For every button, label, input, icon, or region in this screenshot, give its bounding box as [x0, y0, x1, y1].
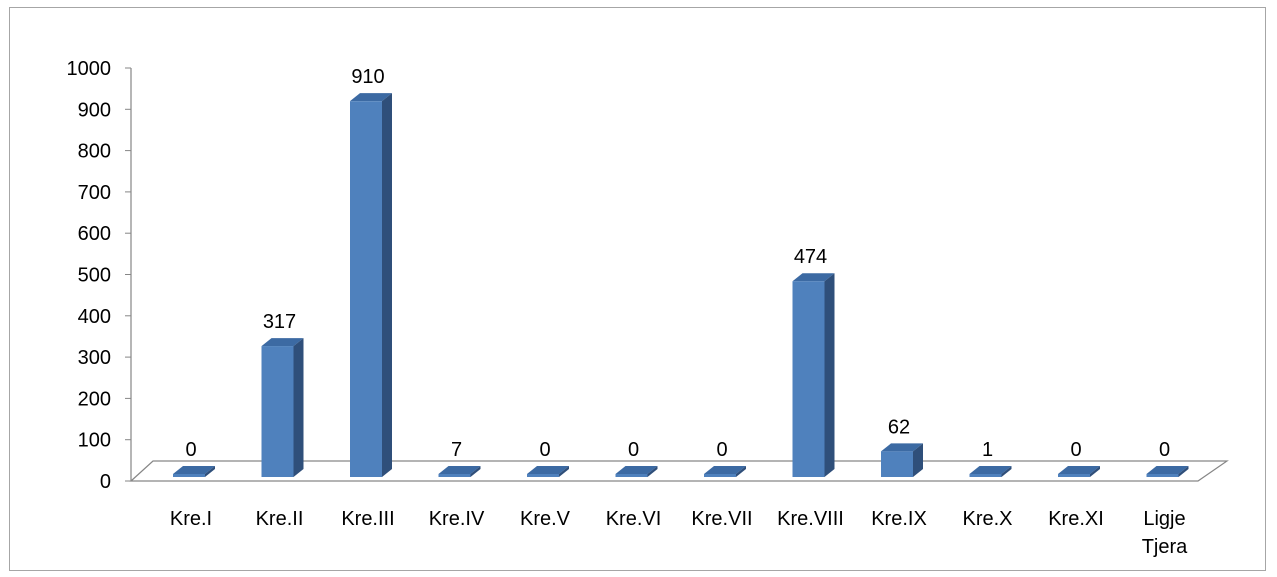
- y-tick-label: 0: [100, 471, 111, 493]
- data-label: 0: [1070, 439, 1081, 461]
- bar: [881, 451, 913, 477]
- bar: [792, 281, 825, 477]
- x-tick-label: Kre.V: [520, 508, 571, 530]
- bar-top: [1146, 466, 1189, 474]
- bar-top: [792, 273, 835, 282]
- data-label: 7: [451, 439, 462, 461]
- data-label: 0: [185, 439, 196, 461]
- y-tick-label: 100: [78, 430, 111, 452]
- y-tick-label: 400: [78, 306, 111, 328]
- bar-top: [527, 466, 569, 474]
- bar-side: [824, 273, 835, 477]
- chart-frame: [9, 7, 1266, 571]
- data-label: 0: [539, 439, 550, 461]
- bar-side: [559, 466, 569, 477]
- y-tick-label: 200: [78, 388, 111, 410]
- bar-top: [615, 466, 658, 474]
- x-tick-label: Kre.IV: [429, 508, 485, 530]
- x-tick-label: Kre.VI: [606, 508, 662, 530]
- x-tick-label: Kre.VII: [691, 508, 752, 530]
- bar-top: [1058, 466, 1100, 474]
- data-label: 0: [1159, 439, 1170, 461]
- bar: [615, 474, 648, 477]
- bar: [527, 474, 559, 477]
- y-tick-label: 300: [78, 347, 111, 369]
- y-tick-label: 700: [78, 182, 111, 204]
- bar: [704, 474, 736, 477]
- x-tick-label: Kre.IX: [871, 508, 927, 530]
- bar-side: [470, 466, 481, 477]
- bar-top: [261, 338, 304, 347]
- bar: [261, 346, 294, 477]
- bar-side: [647, 466, 658, 477]
- x-tick-label: Kre.III: [341, 508, 394, 530]
- x-tick-label: Ligje: [1143, 508, 1185, 530]
- bar-side: [1090, 466, 1100, 477]
- y-tick-label: 500: [78, 265, 111, 287]
- y-tick-label: 600: [78, 223, 111, 245]
- bar: [1146, 474, 1179, 477]
- y-tick-label: 800: [78, 141, 111, 163]
- bar-side: [913, 443, 923, 477]
- data-label: 0: [628, 439, 639, 461]
- x-tick-label: Kre.II: [256, 508, 304, 530]
- bar-top: [173, 466, 215, 474]
- bar-top: [969, 466, 1012, 474]
- bar-side: [382, 93, 392, 478]
- x-tick-label: Kre.VIII: [777, 508, 844, 530]
- x-tick-label: Tjera: [1142, 536, 1188, 558]
- x-tick-label: Kre.XI: [1048, 508, 1104, 530]
- chart-floor: [129, 460, 1229, 482]
- x-tick-label: Kre.X: [962, 508, 1012, 530]
- data-label: 474: [794, 246, 827, 268]
- bar-top: [350, 93, 392, 102]
- bar-side: [1001, 466, 1012, 477]
- bar-top: [704, 466, 746, 474]
- bar-side: [205, 466, 215, 477]
- bar: [969, 474, 1002, 477]
- bar-top: [438, 466, 481, 474]
- bar-side: [736, 466, 746, 477]
- data-label: 1: [982, 439, 993, 461]
- data-label: 910: [351, 66, 384, 88]
- bar: [1058, 474, 1090, 477]
- bar: [438, 474, 471, 477]
- data-label: 317: [263, 311, 296, 333]
- bar: [173, 474, 205, 477]
- bar-side: [1178, 466, 1189, 477]
- y-tick-label: 900: [78, 99, 111, 121]
- bar: [350, 101, 382, 478]
- x-tick-label: Kre.I: [170, 508, 212, 530]
- bar-top: [881, 443, 923, 452]
- y-tick-label: 1000: [67, 58, 112, 80]
- data-label: 62: [888, 416, 910, 438]
- bar-side: [293, 338, 304, 477]
- data-label: 0: [716, 439, 727, 461]
